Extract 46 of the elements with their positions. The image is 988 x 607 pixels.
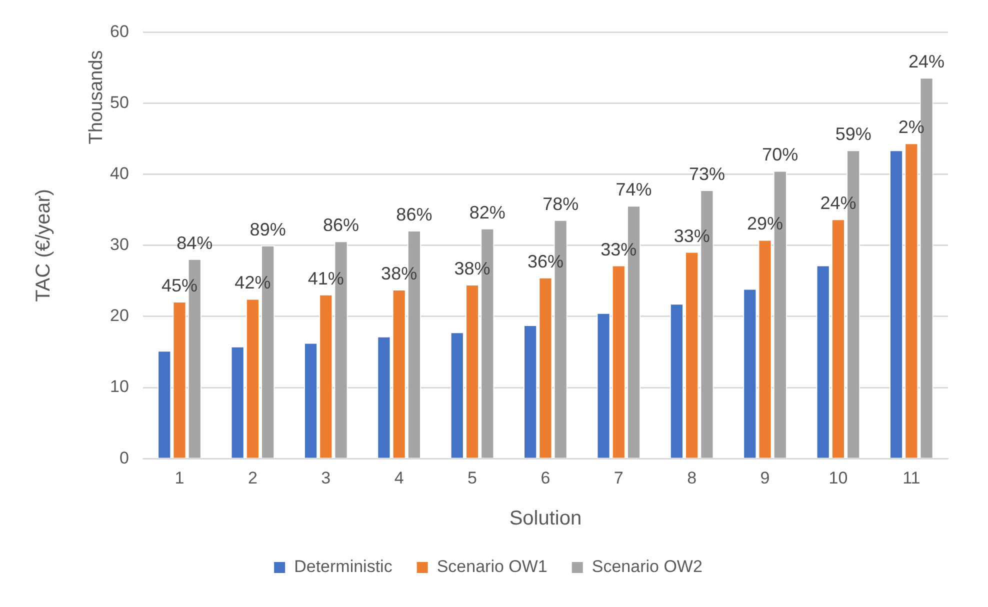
x-tick-label: 7 [614,468,624,488]
annotation: 59% [835,124,872,144]
annotation: 36% [527,251,564,272]
annotation: 86% [396,204,432,224]
y-tick-label: 60 [110,22,129,41]
x-axis-title: Solution [509,508,582,530]
x-tick-label: 1 [174,468,184,488]
y-tick-label: 30 [110,235,129,254]
x-tick-label: 11 [902,468,920,488]
legend-label: Deterministic [294,557,393,576]
y-tick-label: 10 [110,377,129,396]
annotation: 86% [322,215,360,236]
legend-label: Scenario OW1 [436,557,548,576]
x-tick-label: 8 [687,468,697,488]
annotation: 70% [762,144,798,165]
text: Thousands [86,50,108,144]
annotation: 38% [381,263,418,284]
x-tick-label: 2 [248,468,258,488]
x-tick-label: 3 [321,468,331,488]
annotation: 74% [616,180,652,200]
annotation: 84% [176,232,213,253]
annotation: 82% [469,202,506,222]
annotation: 33% [600,239,637,260]
x-tick-label: 5 [468,468,477,488]
y-tick-label: 20 [110,306,129,326]
y-axis-title: TAC (€/year) [32,188,55,302]
x-tick-label: 6 [540,468,550,488]
y-tick-label: 40 [110,164,129,184]
annotation: 41% [308,268,344,288]
legend-label: Scenario OW2 [592,557,702,576]
annotation: 2% [898,117,924,138]
annotation: 29% [747,214,784,234]
annotation: 42% [234,272,271,293]
annotation: 89% [250,219,286,240]
annotation: 33% [674,226,710,246]
annotation: 73% [688,164,725,184]
x-tick-label: 10 [828,468,848,488]
annotation: 24% [820,193,856,214]
annotation: 78% [542,194,579,214]
annotation: 38% [454,258,490,278]
y-tick-label: 50 [110,92,129,112]
x-tick-label: 4 [394,468,404,488]
y-tick-label: 0 [119,448,129,468]
annotation: 45% [161,276,198,296]
annotation: 24% [908,52,945,72]
x-tick-label: 9 [760,468,770,488]
